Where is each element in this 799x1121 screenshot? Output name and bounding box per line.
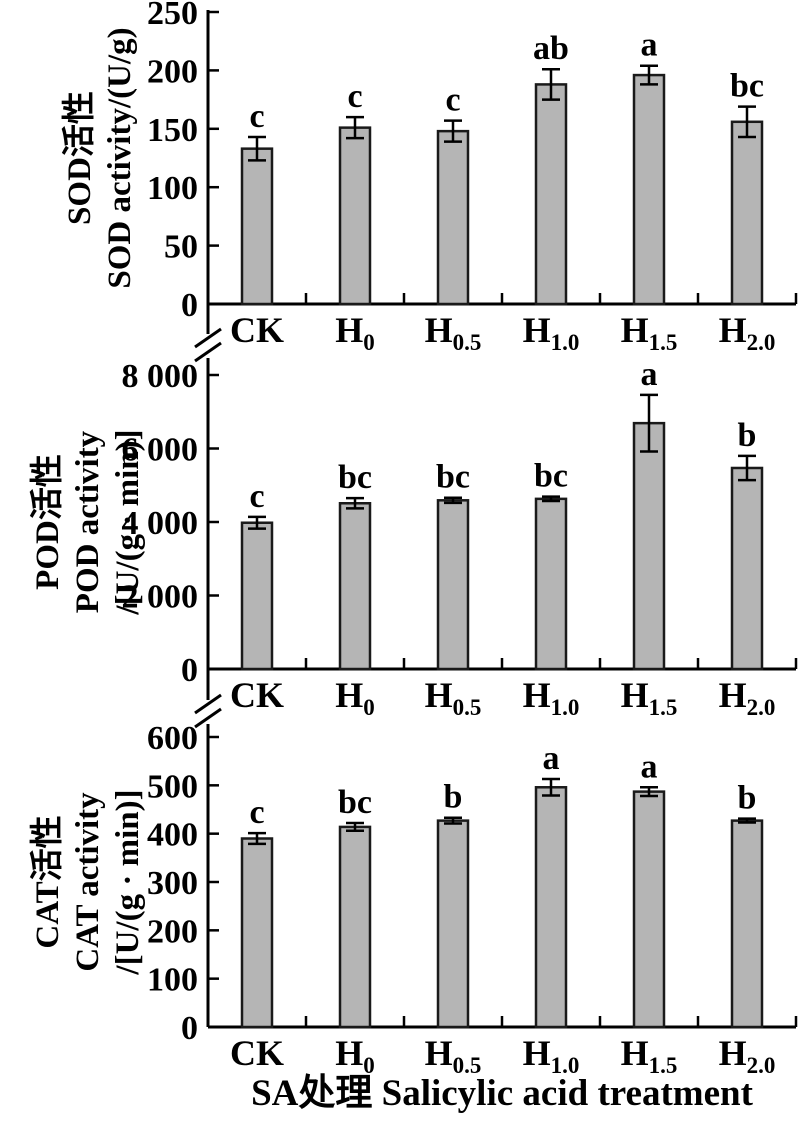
y-axis-label-line: SOD活性 [62, 91, 98, 225]
x-tick-label: CK [230, 675, 284, 715]
y-axis-label-line: /[U/(g · min)] [110, 789, 146, 975]
sig-letter: bc [338, 459, 372, 496]
bar-POD-H1.0 [534, 497, 568, 671]
y-tick-label: 8 000 [122, 358, 199, 395]
bar-POD-H2.0 [730, 466, 764, 671]
bar-CAT-H2.0 [730, 819, 764, 1029]
sig-letter: c [249, 98, 264, 135]
y-tick-label: 2 000 [122, 579, 199, 616]
x-tick-label: H0.5 [424, 675, 482, 720]
y-axis-label-pod: POD活性 POD activity /[U/(g · min)] [28, 342, 148, 702]
sig-letter: b [444, 779, 463, 816]
y-axis-label-line: CAT活性 [30, 815, 66, 949]
y-tick-label: 100 [147, 170, 198, 207]
x-tick-label: H1.5 [620, 675, 678, 720]
x-tick-row-sod: CK H0 H0.5 H1.0 H1.5 H2.0 [0, 310, 799, 356]
bar-SOD-H1.5 [632, 73, 666, 306]
x-tick-label: H1.0 [522, 310, 580, 355]
y-tick-label: 0 [181, 1010, 198, 1047]
y-axis-label-line: /[U/(g · min)] [110, 429, 146, 615]
x-axis-title: SA处理 Salicylic acid treatment [251, 1073, 753, 1114]
y-tick-label: 150 [147, 112, 198, 149]
sig-letter: bc [338, 784, 372, 821]
bar-SOD-CK [240, 147, 274, 306]
axis-break-mark [194, 341, 222, 363]
x-tick-label: H0 [335, 310, 375, 355]
sig-letter: c [445, 82, 460, 119]
bar-CAT-H1.0 [534, 786, 568, 1029]
x-tick-label: CK [230, 1033, 284, 1073]
y-tick-label: 600 [147, 720, 198, 757]
y-tick-label: 6 000 [122, 432, 199, 469]
y-tick-label: 4 000 [122, 505, 199, 542]
bar-CAT-H0.5 [436, 819, 470, 1029]
sig-letter: b [738, 417, 757, 454]
y-axis-label-cat: CAT活性 CAT activity /[U/(g · min)] [28, 702, 148, 1062]
sig-letter: a [543, 740, 560, 777]
x-tick-row-cat: CK H0 H0.5 H1.0 H1.5 H2.0 [0, 1033, 799, 1079]
y-axis-label-line: POD活性 [30, 454, 66, 590]
axis-break-mark [194, 327, 222, 349]
sig-letter: ab [533, 30, 569, 67]
sig-letter: c [249, 478, 264, 515]
sig-letter: c [347, 78, 362, 115]
bar-SOD-H1.0 [534, 83, 568, 306]
sig-letter: bc [730, 68, 764, 105]
bar-SOD-H0.5 [436, 129, 470, 306]
x-tick-label: H2.0 [718, 1033, 776, 1078]
y-axis-label-line: SOD activity/(U/g) [102, 27, 138, 289]
x-tick-row-pod: CK H0 H0.5 H1.0 H1.5 H2.0 [0, 675, 799, 721]
bar-POD-CK [240, 521, 274, 671]
y-tick-label: 300 [147, 865, 198, 902]
x-tick-label: H0.5 [424, 1033, 482, 1078]
x-tick-label: H1.5 [620, 310, 678, 355]
bar-CAT-CK [240, 837, 274, 1029]
sig-letter: a [641, 27, 658, 64]
bar-CAT-H0 [338, 825, 372, 1029]
y-tick-label: 250 [147, 0, 198, 32]
bar-POD-H0 [338, 502, 372, 671]
bar-CAT-H1.5 [632, 790, 666, 1029]
x-tick-label: H1.5 [620, 1033, 678, 1078]
axis-break-mark [194, 707, 222, 729]
x-tick-label: H0 [335, 675, 375, 720]
x-tick-label: H1.0 [522, 675, 580, 720]
bar-SOD-H2.0 [730, 120, 764, 306]
axis-break-mark [194, 693, 222, 715]
x-tick-label: H0.5 [424, 310, 482, 355]
y-axis-label-sod: SOD活性 SOD activity/(U/g) [60, 0, 140, 338]
sig-letter: a [641, 356, 658, 393]
y-tick-label: 0 [181, 287, 198, 324]
sig-letter: a [641, 748, 658, 785]
y-tick-label: 200 [147, 53, 198, 90]
y-tick-label: 100 [147, 962, 198, 999]
bar-POD-H1.5 [632, 421, 666, 671]
y-axis-label-line: POD activity [70, 430, 106, 614]
x-tick-label: H1.0 [522, 1033, 580, 1078]
x-tick-label: H2.0 [718, 310, 776, 355]
x-tick-label: H0 [335, 1033, 375, 1078]
y-tick-label: 50 [164, 229, 198, 266]
bar-POD-H0.5 [436, 499, 470, 671]
bar-SOD-H0 [338, 126, 372, 306]
sig-letter: bc [436, 459, 470, 496]
x-tick-label: CK [230, 310, 284, 350]
y-axis-label-line: CAT activity [70, 792, 106, 972]
y-tick-label: 400 [147, 817, 198, 854]
sig-letter: c [249, 794, 264, 831]
x-tick-label: H2.0 [718, 675, 776, 720]
y-tick-label: 0 [181, 652, 198, 689]
sig-letter: b [738, 780, 757, 817]
sig-letter: bc [534, 458, 568, 495]
y-tick-label: 500 [147, 768, 198, 805]
y-tick-label: 200 [147, 913, 198, 950]
